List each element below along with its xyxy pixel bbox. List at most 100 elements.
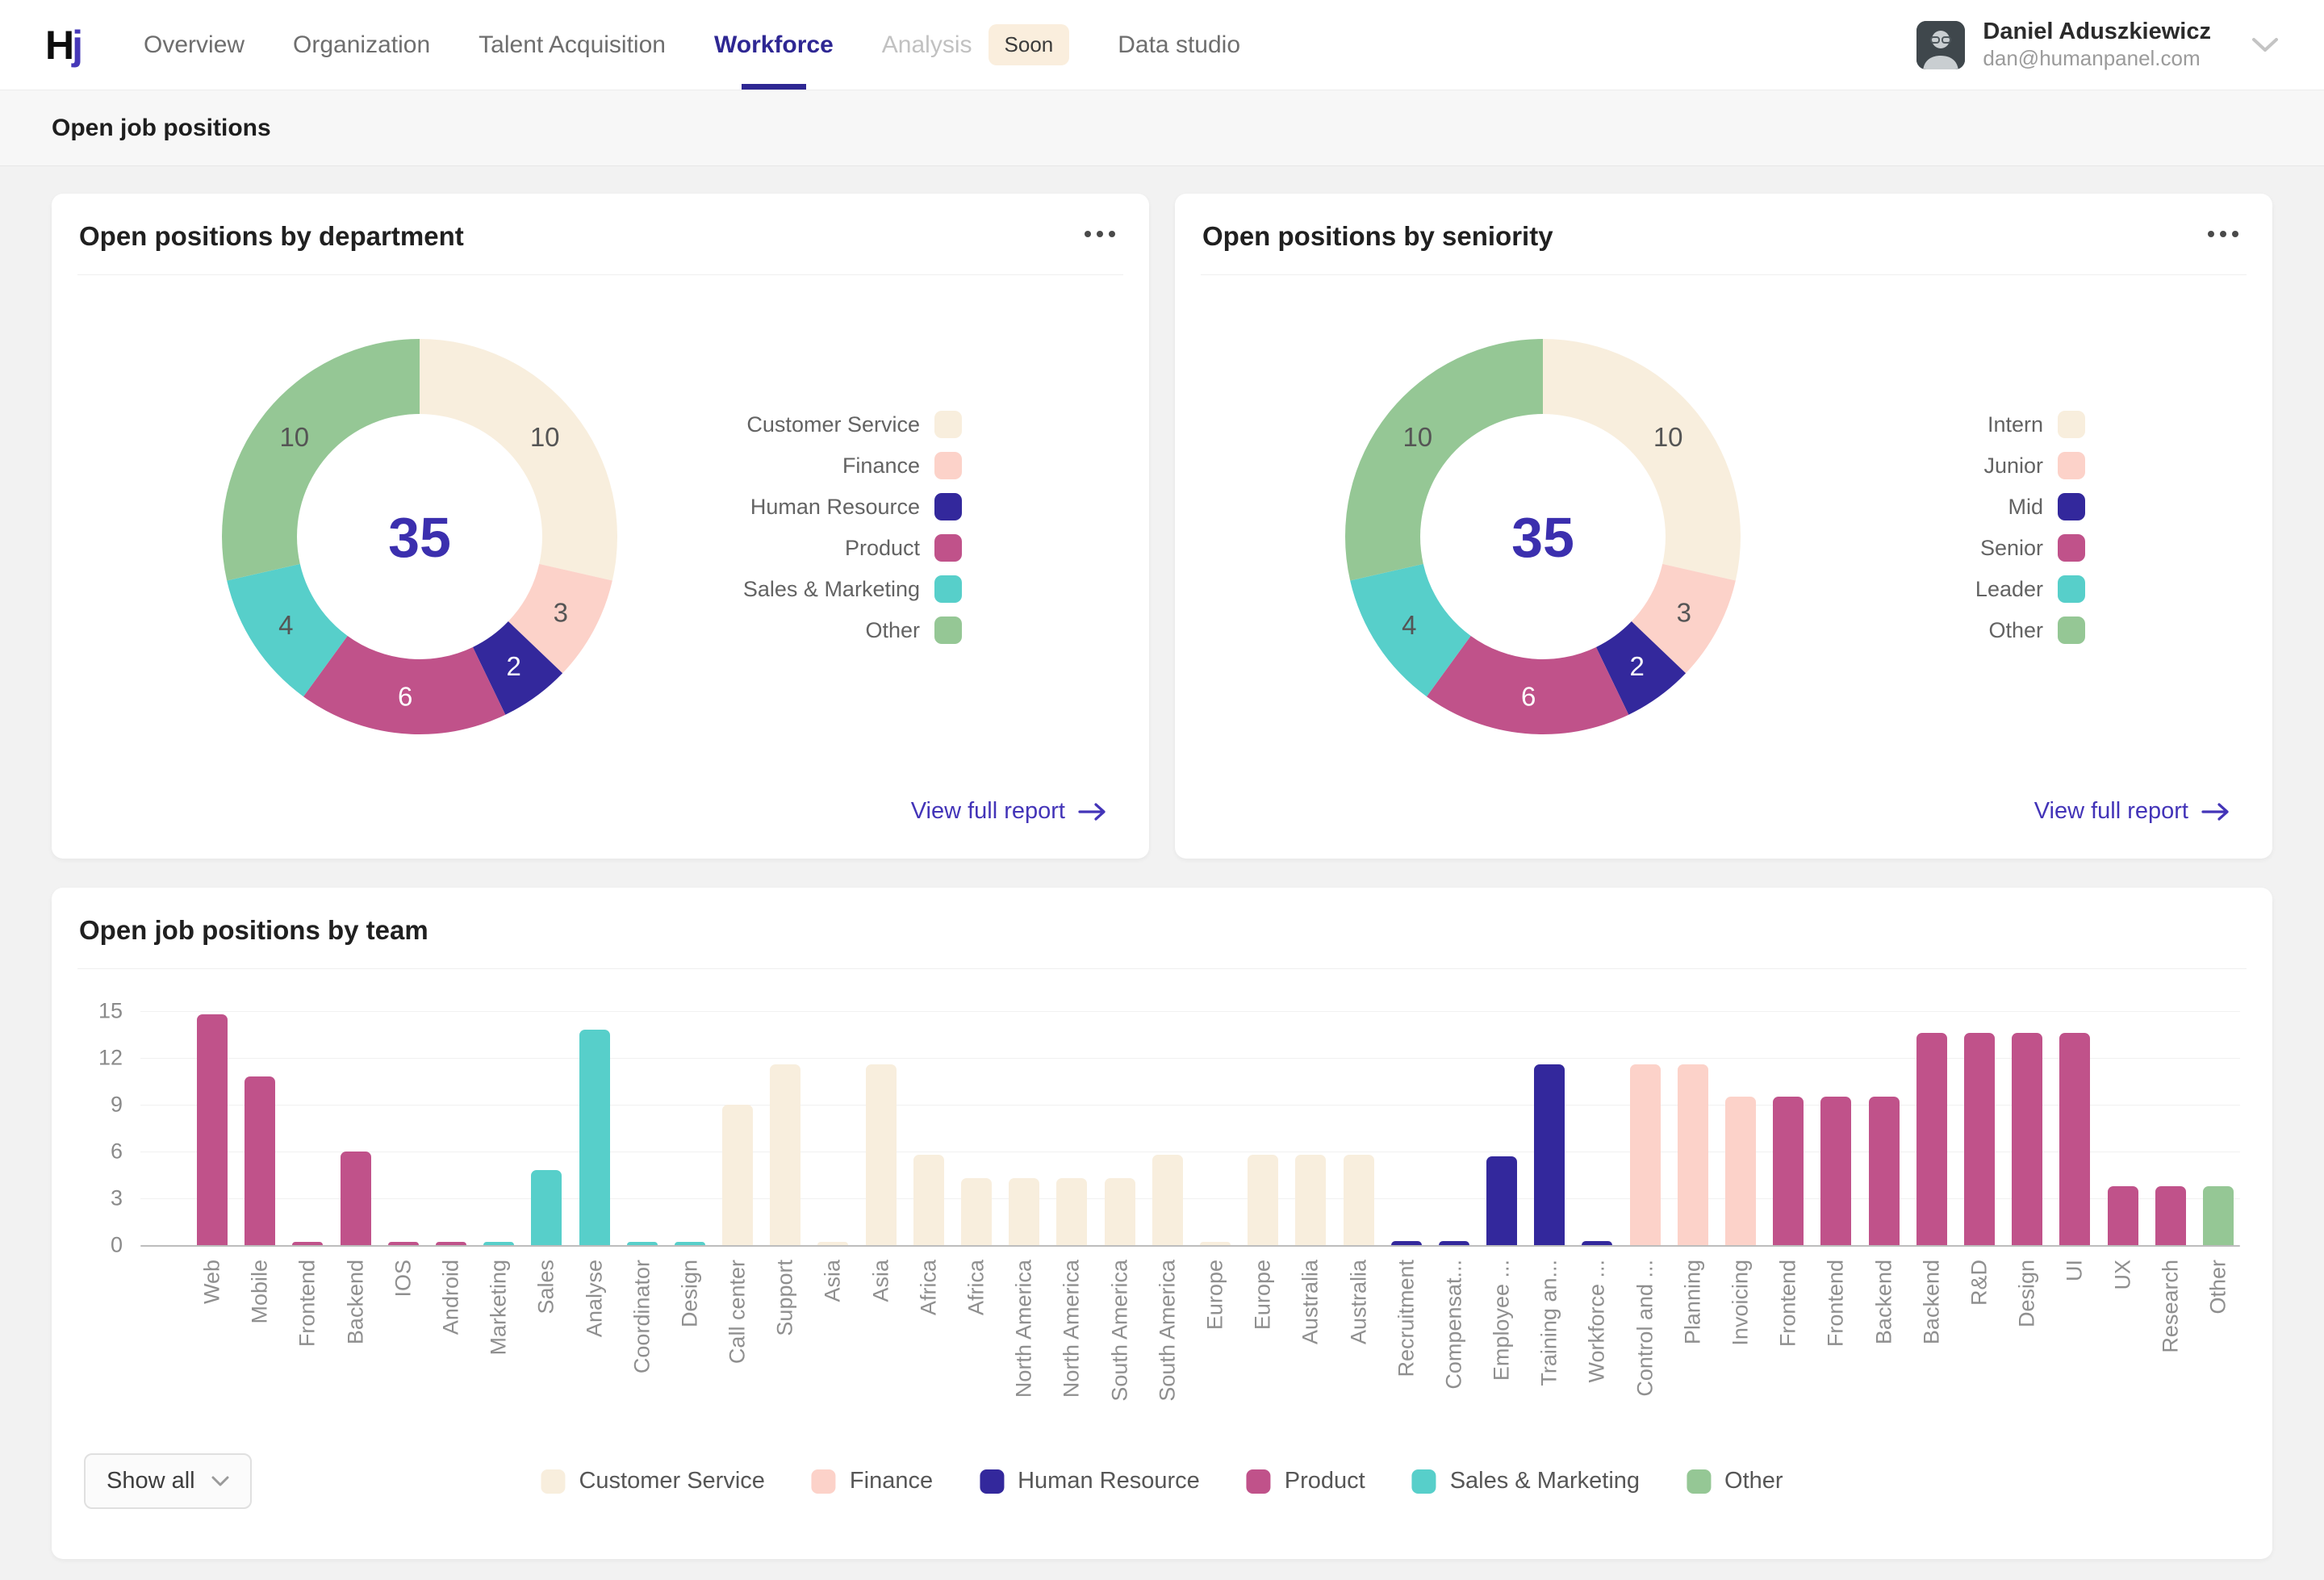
x-axis-label: Australia (1300, 1260, 1322, 1344)
donut-segment-value: 2 (1629, 651, 1644, 681)
bar-south-america[interactable] (1152, 1155, 1183, 1245)
bar-mobile[interactable] (245, 1076, 275, 1245)
legend-item-mid[interactable]: Mid (1975, 493, 2085, 520)
bar-web[interactable] (197, 1014, 228, 1245)
bar-other[interactable] (2203, 1186, 2234, 1245)
bar-ios[interactable] (388, 1242, 419, 1245)
bar-sales[interactable] (531, 1170, 562, 1245)
legend-item-junior[interactable]: Junior (1975, 452, 2085, 479)
donut-total-value: 35 (1511, 506, 1574, 569)
nav-item-data-studio[interactable]: Data studio (1093, 0, 1264, 90)
bar-call-center[interactable] (722, 1105, 753, 1245)
bar-europe[interactable] (1248, 1155, 1278, 1245)
legend-item-sales-marketing[interactable]: Sales & Marketing (1412, 1468, 1640, 1494)
bar-column-coordinator: Coordinator (627, 1011, 658, 1245)
user-menu[interactable]: Daniel Aduszkiewicz dan@humanpanel.com (1916, 19, 2279, 71)
bar-column-asia: Asia (866, 1011, 897, 1245)
legend-item-other[interactable]: Other (1687, 1468, 1783, 1494)
legend-item-other[interactable]: Other (1975, 617, 2085, 644)
nav-item-organization[interactable]: Organization (269, 0, 454, 90)
nav-item-label: Data studio (1118, 31, 1240, 59)
x-axis-label: Africa (966, 1260, 988, 1315)
legend-item-human-resource[interactable]: Human Resource (743, 493, 962, 520)
bar-frontend[interactable] (1773, 1097, 1804, 1245)
bar-australia[interactable] (1295, 1155, 1326, 1245)
bar-frontend[interactable] (1820, 1097, 1851, 1245)
logo-letter-j: j (72, 23, 81, 68)
legend-swatch (934, 575, 962, 603)
legend-item-other[interactable]: Other (743, 617, 962, 644)
nav-item-talent-acquisition[interactable]: Talent Acquisition (454, 0, 690, 90)
bar-south-america[interactable] (1105, 1178, 1135, 1245)
show-all-dropdown[interactable]: Show all (84, 1453, 252, 1509)
bar-r-d[interactable] (1964, 1033, 1995, 1245)
legend-item-sales-marketing[interactable]: Sales & Marketing (743, 575, 962, 603)
more-options-button[interactable] (1083, 221, 1117, 247)
bar-column-r-d: R&D (1964, 1011, 1995, 1245)
view-full-report-link[interactable]: View full report (2034, 798, 2230, 825)
brand-logo[interactable]: Hj (45, 25, 81, 65)
bar-europe[interactable] (1200, 1242, 1231, 1245)
bar-control-and[interactable] (1630, 1064, 1661, 1245)
bar-column-marketing: Marketing (483, 1011, 514, 1245)
nav-item-analysis[interactable]: AnalysisSoon (858, 0, 1093, 90)
bar-column-backend: Backend (1916, 1011, 1947, 1245)
bar-employee[interactable] (1486, 1156, 1517, 1245)
bar-africa[interactable] (913, 1155, 944, 1245)
chevron-down-icon[interactable] (2251, 37, 2279, 53)
bar-australia[interactable] (1344, 1155, 1374, 1245)
bar-frontend[interactable] (292, 1242, 323, 1245)
donut-segment-value: 3 (1677, 598, 1691, 628)
legend-item-senior[interactable]: Senior (1975, 534, 2085, 562)
bar-asia[interactable] (866, 1064, 897, 1245)
bar-design[interactable] (2012, 1033, 2042, 1245)
nav-item-workforce[interactable]: Workforce (690, 0, 858, 90)
legend-item-customer-service[interactable]: Customer Service (541, 1468, 764, 1494)
donut-total-value: 35 (388, 506, 451, 569)
bar-planning[interactable] (1678, 1064, 1708, 1245)
bar-recruitment[interactable] (1391, 1241, 1422, 1245)
bar-backend[interactable] (1869, 1097, 1900, 1245)
x-axis-label: R&D (1968, 1260, 1990, 1306)
bar-workforce[interactable] (1582, 1241, 1612, 1245)
legend-item-product[interactable]: Product (743, 534, 962, 562)
x-axis-label: UI (2064, 1260, 2086, 1281)
bar-ux[interactable] (2108, 1186, 2138, 1245)
bar-column-sales: Sales (531, 1011, 562, 1245)
view-full-report-link[interactable]: View full report (911, 798, 1107, 825)
nav-item-overview[interactable]: Overview (119, 0, 269, 90)
bar-training-an[interactable] (1534, 1064, 1565, 1245)
bar-research[interactable] (2155, 1186, 2186, 1245)
bar-marketing[interactable] (483, 1242, 514, 1245)
bar-column-workforce: Workforce ... (1582, 1011, 1612, 1245)
page-title: Open job positions (52, 115, 271, 142)
bar-backend[interactable] (341, 1152, 371, 1245)
legend-item-intern[interactable]: Intern (1975, 411, 2085, 438)
bar-android[interactable] (436, 1242, 466, 1245)
legend-item-product[interactable]: Product (1247, 1468, 1365, 1494)
legend-item-customer-service[interactable]: Customer Service (743, 411, 962, 438)
legend-item-human-resource[interactable]: Human Resource (980, 1468, 1200, 1494)
bar-backend[interactable] (1916, 1033, 1947, 1245)
bar-north-america[interactable] (1056, 1178, 1087, 1245)
bar-africa[interactable] (961, 1178, 992, 1245)
bar-north-america[interactable] (1009, 1178, 1039, 1245)
bar-invoicing[interactable] (1725, 1097, 1756, 1245)
bar-support[interactable] (770, 1064, 800, 1245)
bar-asia[interactable] (817, 1242, 848, 1245)
x-axis-label: Android (440, 1260, 462, 1335)
bar-column-north-america: North America (1009, 1011, 1039, 1245)
seniority-legend: Intern Junior Mid Senior Leader Other (1975, 411, 2085, 644)
legend-swatch (2058, 493, 2085, 520)
bar-design[interactable] (675, 1242, 705, 1245)
bar-analyse[interactable] (579, 1030, 610, 1245)
bar-column-control-and: Control and ... (1630, 1011, 1661, 1245)
legend-item-finance[interactable]: Finance (812, 1468, 933, 1494)
bar-coordinator[interactable] (627, 1242, 658, 1245)
bar-compensat[interactable] (1439, 1241, 1469, 1245)
legend-item-finance[interactable]: Finance (743, 452, 962, 479)
bar-ui[interactable] (2059, 1033, 2090, 1245)
legend-item-leader[interactable]: Leader (1975, 575, 2085, 603)
bar-column-south-america: South America (1152, 1011, 1183, 1245)
more-options-button[interactable] (2206, 221, 2240, 247)
